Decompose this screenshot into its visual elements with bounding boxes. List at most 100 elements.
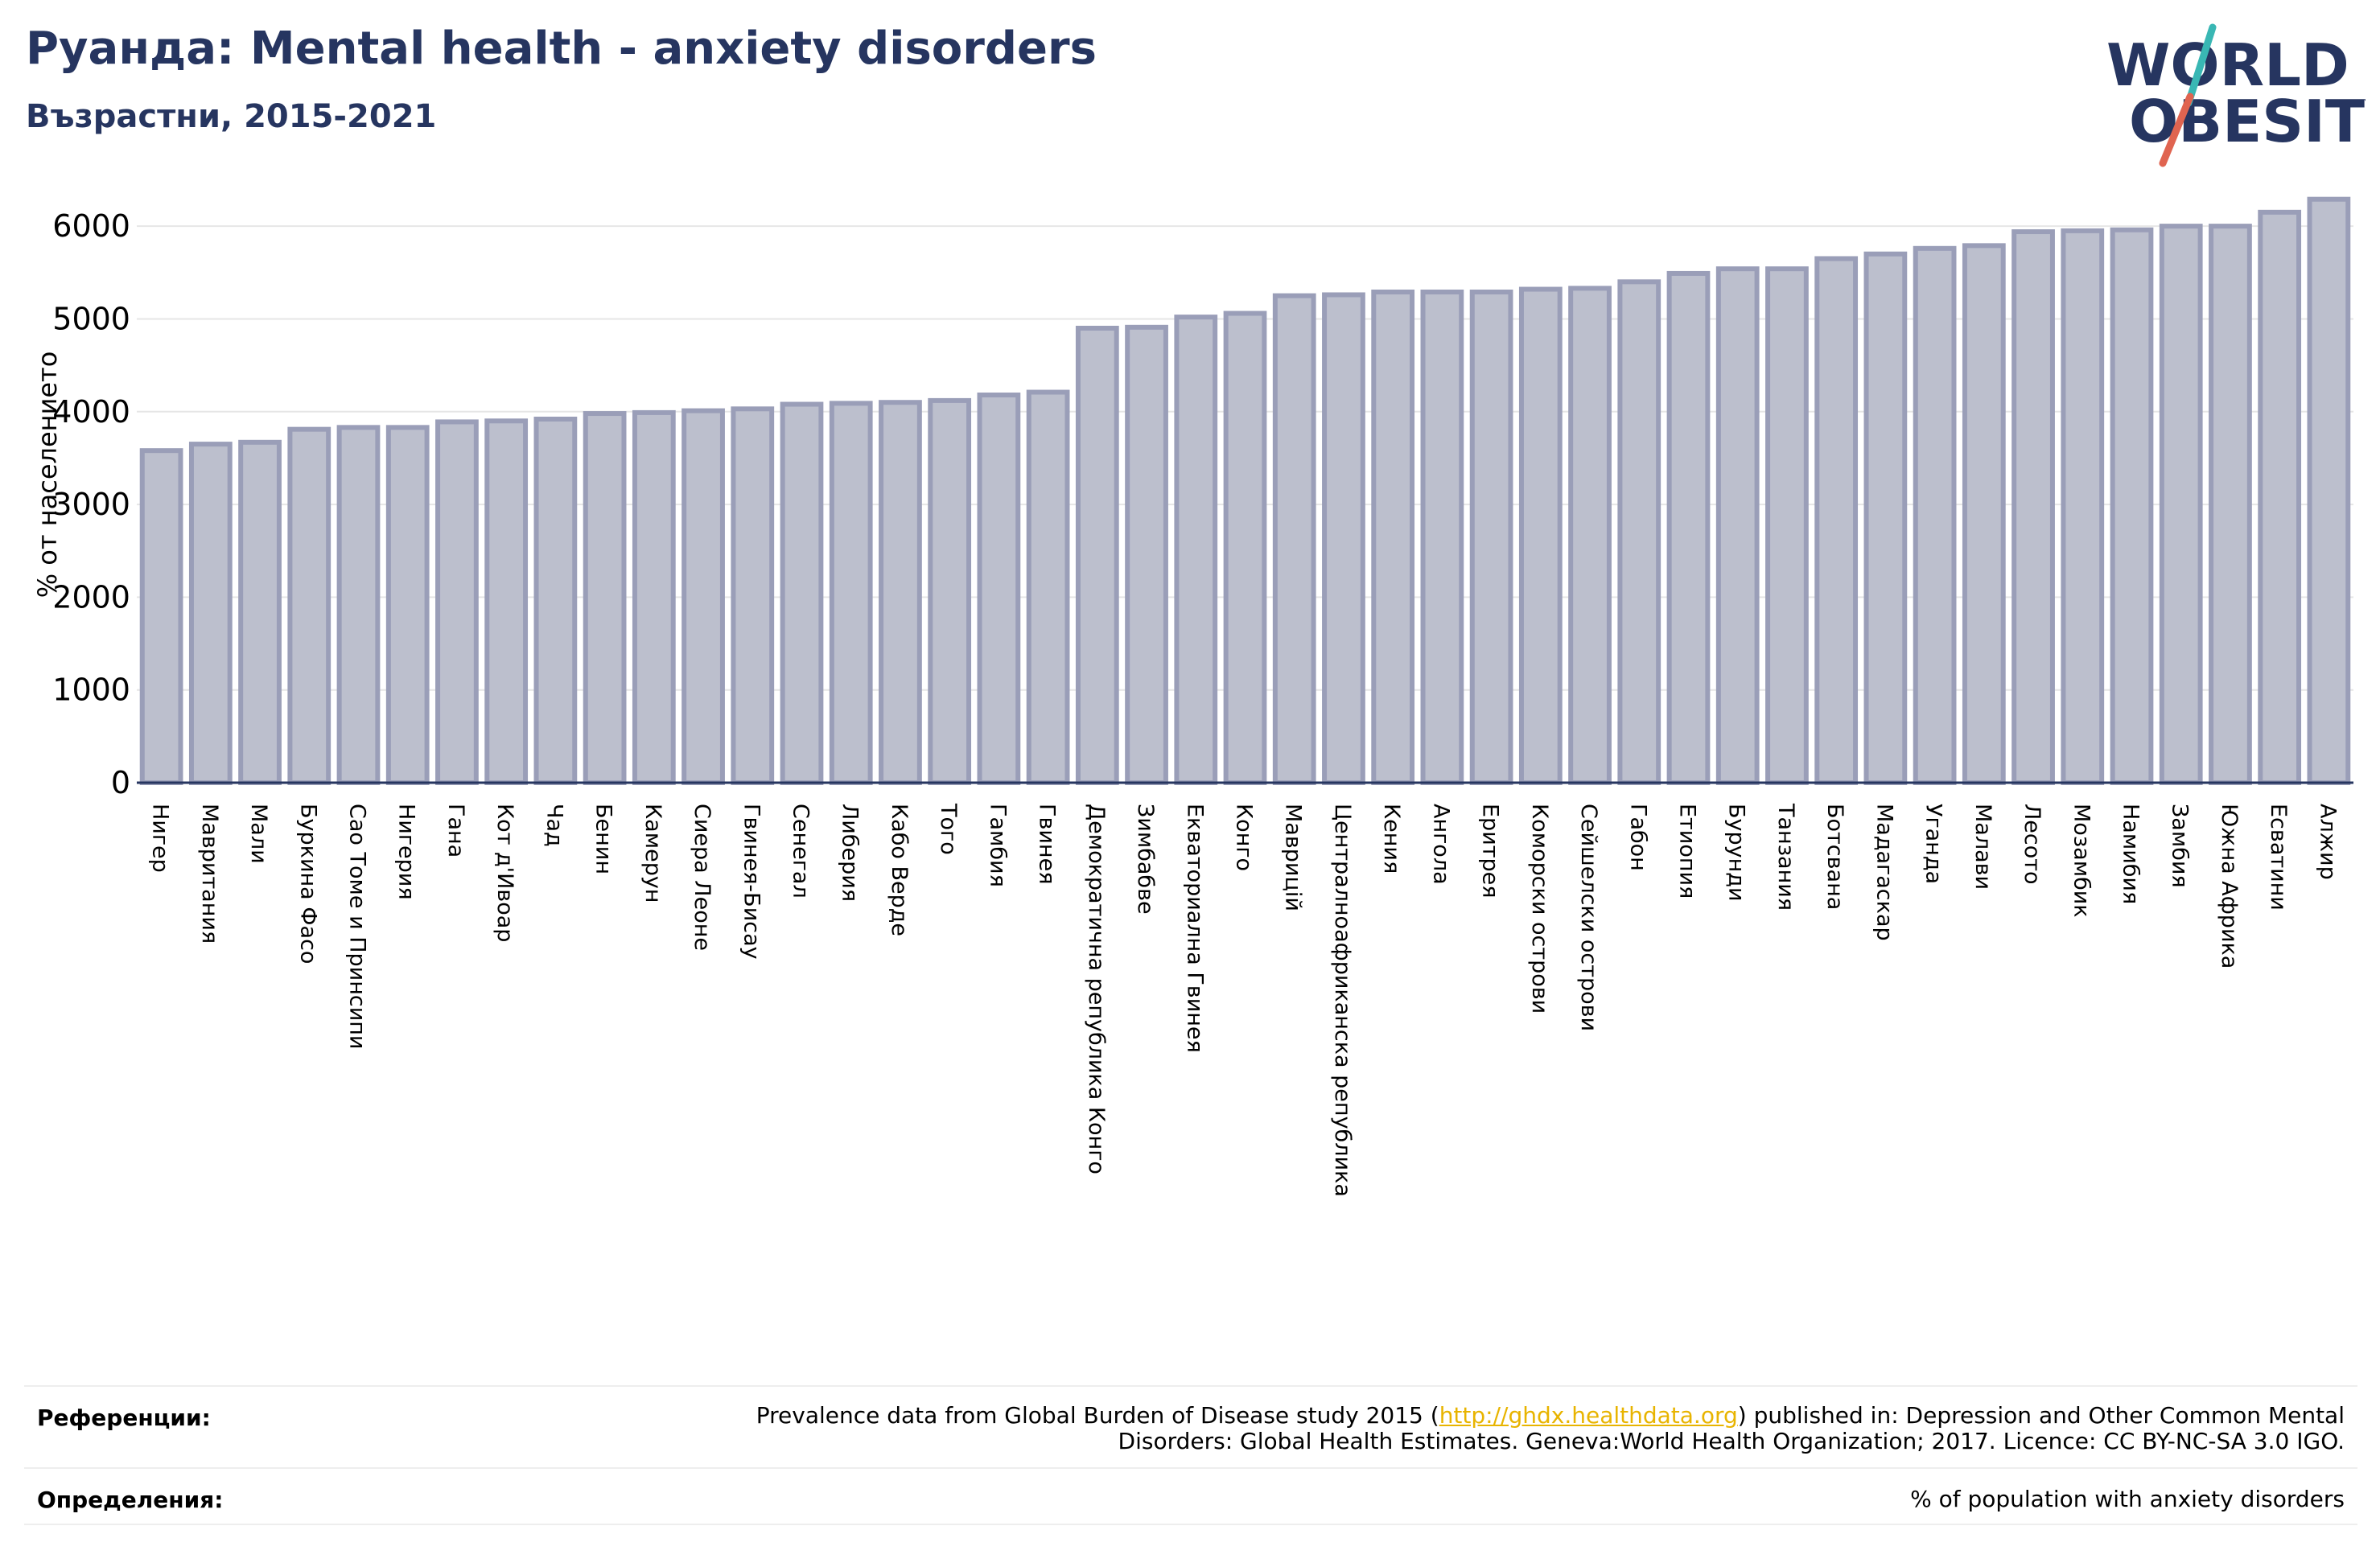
x-tick-label: Малави — [1970, 804, 1995, 890]
bar — [484, 418, 529, 785]
axis-layer: 0 1000 2000 3000 4000 5000 6000 Нигер Мавритания… — [52, 208, 2353, 1197]
x-tick-label: Сенегал — [789, 804, 813, 899]
x-tick-label: Того — [936, 803, 961, 855]
chart-subtitle: Възрастни, 2015-2021 — [26, 98, 437, 135]
bar — [1371, 289, 1415, 785]
bar — [731, 406, 775, 785]
x-tick-label: Мозамбик — [2069, 804, 2094, 918]
bar — [2110, 227, 2154, 785]
references-pre: Prevalence data from Global Burden of Di… — [756, 1402, 1439, 1429]
x-tick-label: Еритрея — [1478, 804, 1503, 898]
bar — [2159, 224, 2203, 785]
bar — [1469, 289, 1513, 785]
bar — [1863, 251, 1908, 785]
bar — [1568, 286, 1612, 785]
definitions-section: Определения: % of population with anxiet… — [24, 1469, 2357, 1525]
bar — [188, 442, 233, 785]
bar-chart: 0 1000 2000 3000 4000 5000 6000 Нигер Мавритания… — [32, 196, 2353, 1197]
y-tick-label: 0 — [111, 765, 130, 800]
x-tick-label: Демократична република Конго — [1084, 804, 1109, 1174]
bar — [238, 439, 282, 785]
bar — [1913, 245, 1957, 785]
bar — [1962, 243, 2006, 785]
x-tick-label: Централноафриканска република — [1330, 804, 1355, 1197]
y-tick-label: 2000 — [52, 579, 130, 615]
y-tick-label: 4000 — [52, 394, 130, 430]
x-tick-label: Сиера Леоне — [690, 804, 714, 951]
x-tick-label: Южна Африка — [2217, 804, 2242, 969]
bar — [435, 419, 479, 785]
logo-slash-red — [2159, 93, 2194, 167]
x-tick-label: Нигерия — [394, 804, 419, 900]
x-tick-label: Танзания — [1773, 803, 1798, 911]
x-tick-label: Габон — [1625, 804, 1650, 871]
x-tick-label: Кабо Верде — [887, 804, 912, 936]
bar-layer — [139, 196, 2351, 786]
references-line-1: Prevalence data from Global Burden of Di… — [756, 1403, 2345, 1429]
footer-divider-bottom — [24, 1524, 2357, 1525]
footer-divider-top — [24, 1385, 2357, 1387]
bar — [1026, 389, 1070, 785]
definitions-label: Определения: — [37, 1487, 224, 1513]
bar — [583, 411, 627, 786]
world-obesity-logo: WORLD OBESITY — [2106, 23, 2366, 167]
definitions-text: % of population with anxiety disorders — [1910, 1486, 2345, 1512]
x-tick-label: Камерун — [640, 804, 665, 903]
bar — [1174, 315, 1218, 786]
bar — [829, 401, 873, 785]
x-tick-label: Намибия — [2119, 804, 2143, 904]
bar — [385, 425, 430, 786]
x-tick-label: Есватини — [2266, 804, 2291, 911]
bar — [1765, 266, 1809, 785]
y-tick-label: 5000 — [52, 301, 130, 336]
y-axis-label: % от населението — [32, 352, 63, 598]
references-post: ) published in: Depression and Other Com… — [1737, 1402, 2345, 1429]
bar — [1518, 286, 1563, 786]
bar — [780, 401, 824, 785]
x-tick-label: Гвинея-Бисау — [739, 804, 764, 960]
x-tick-label: Сао Томе и Принсипи — [345, 804, 370, 1049]
bar — [2209, 224, 2252, 785]
x-tick-label: Бурунди — [1724, 804, 1749, 902]
x-tick-label: Мавритания — [197, 804, 222, 944]
references-text: Prevalence data from Global Burden of Di… — [756, 1403, 2345, 1454]
x-tick-label: Бенин — [591, 804, 616, 874]
x-tick-label: Ангола — [1428, 804, 1453, 885]
bar — [287, 426, 331, 785]
bar — [1322, 292, 1365, 785]
x-tick-label: Ботсвана — [1822, 804, 1847, 910]
x-tick-label: Уганда — [1921, 804, 1946, 884]
bar — [1075, 325, 1119, 785]
x-tick-label: Гана — [443, 804, 468, 858]
x-tick-label: Либерия — [838, 804, 863, 902]
bar — [2307, 196, 2351, 785]
x-tick-label: Зимбабве — [1133, 804, 1158, 915]
x-tick-label: Лесото — [2020, 804, 2044, 885]
references-section: Референции: Prevalence data from Global … — [24, 1387, 2357, 1467]
x-tick-label: Сейшелски острови — [1576, 804, 1601, 1031]
bar — [1223, 311, 1267, 785]
chart-title: Руанда: Mental health - anxiety disorder… — [26, 23, 1097, 75]
x-tick-label: Алжир — [2315, 804, 2340, 880]
bar — [1666, 270, 1711, 785]
bar — [1420, 289, 1464, 785]
bar — [1125, 324, 1168, 785]
bar — [879, 400, 922, 785]
bar — [681, 408, 725, 785]
bar — [2011, 229, 2055, 785]
references-label: Референции: — [37, 1405, 211, 1431]
bar — [2258, 209, 2302, 785]
footer-divider-middle — [24, 1467, 2357, 1469]
references-line-2: Disorders: Global Health Estimates. Gene… — [1118, 1428, 2345, 1454]
bar — [1715, 266, 1760, 785]
bar — [1272, 293, 1316, 785]
x-tick-label: Конго — [1232, 804, 1257, 871]
x-tick-label: Гамбия — [985, 804, 1010, 887]
x-tick-label: Гвинея — [1035, 804, 1060, 884]
references-link[interactable]: http://ghdx.healthdata.org — [1439, 1402, 1738, 1429]
x-tick-label: Замбия — [2168, 804, 2193, 888]
bar — [928, 397, 972, 785]
bar — [1617, 279, 1661, 785]
y-tick-label: 6000 — [52, 208, 130, 244]
bar — [336, 425, 381, 786]
